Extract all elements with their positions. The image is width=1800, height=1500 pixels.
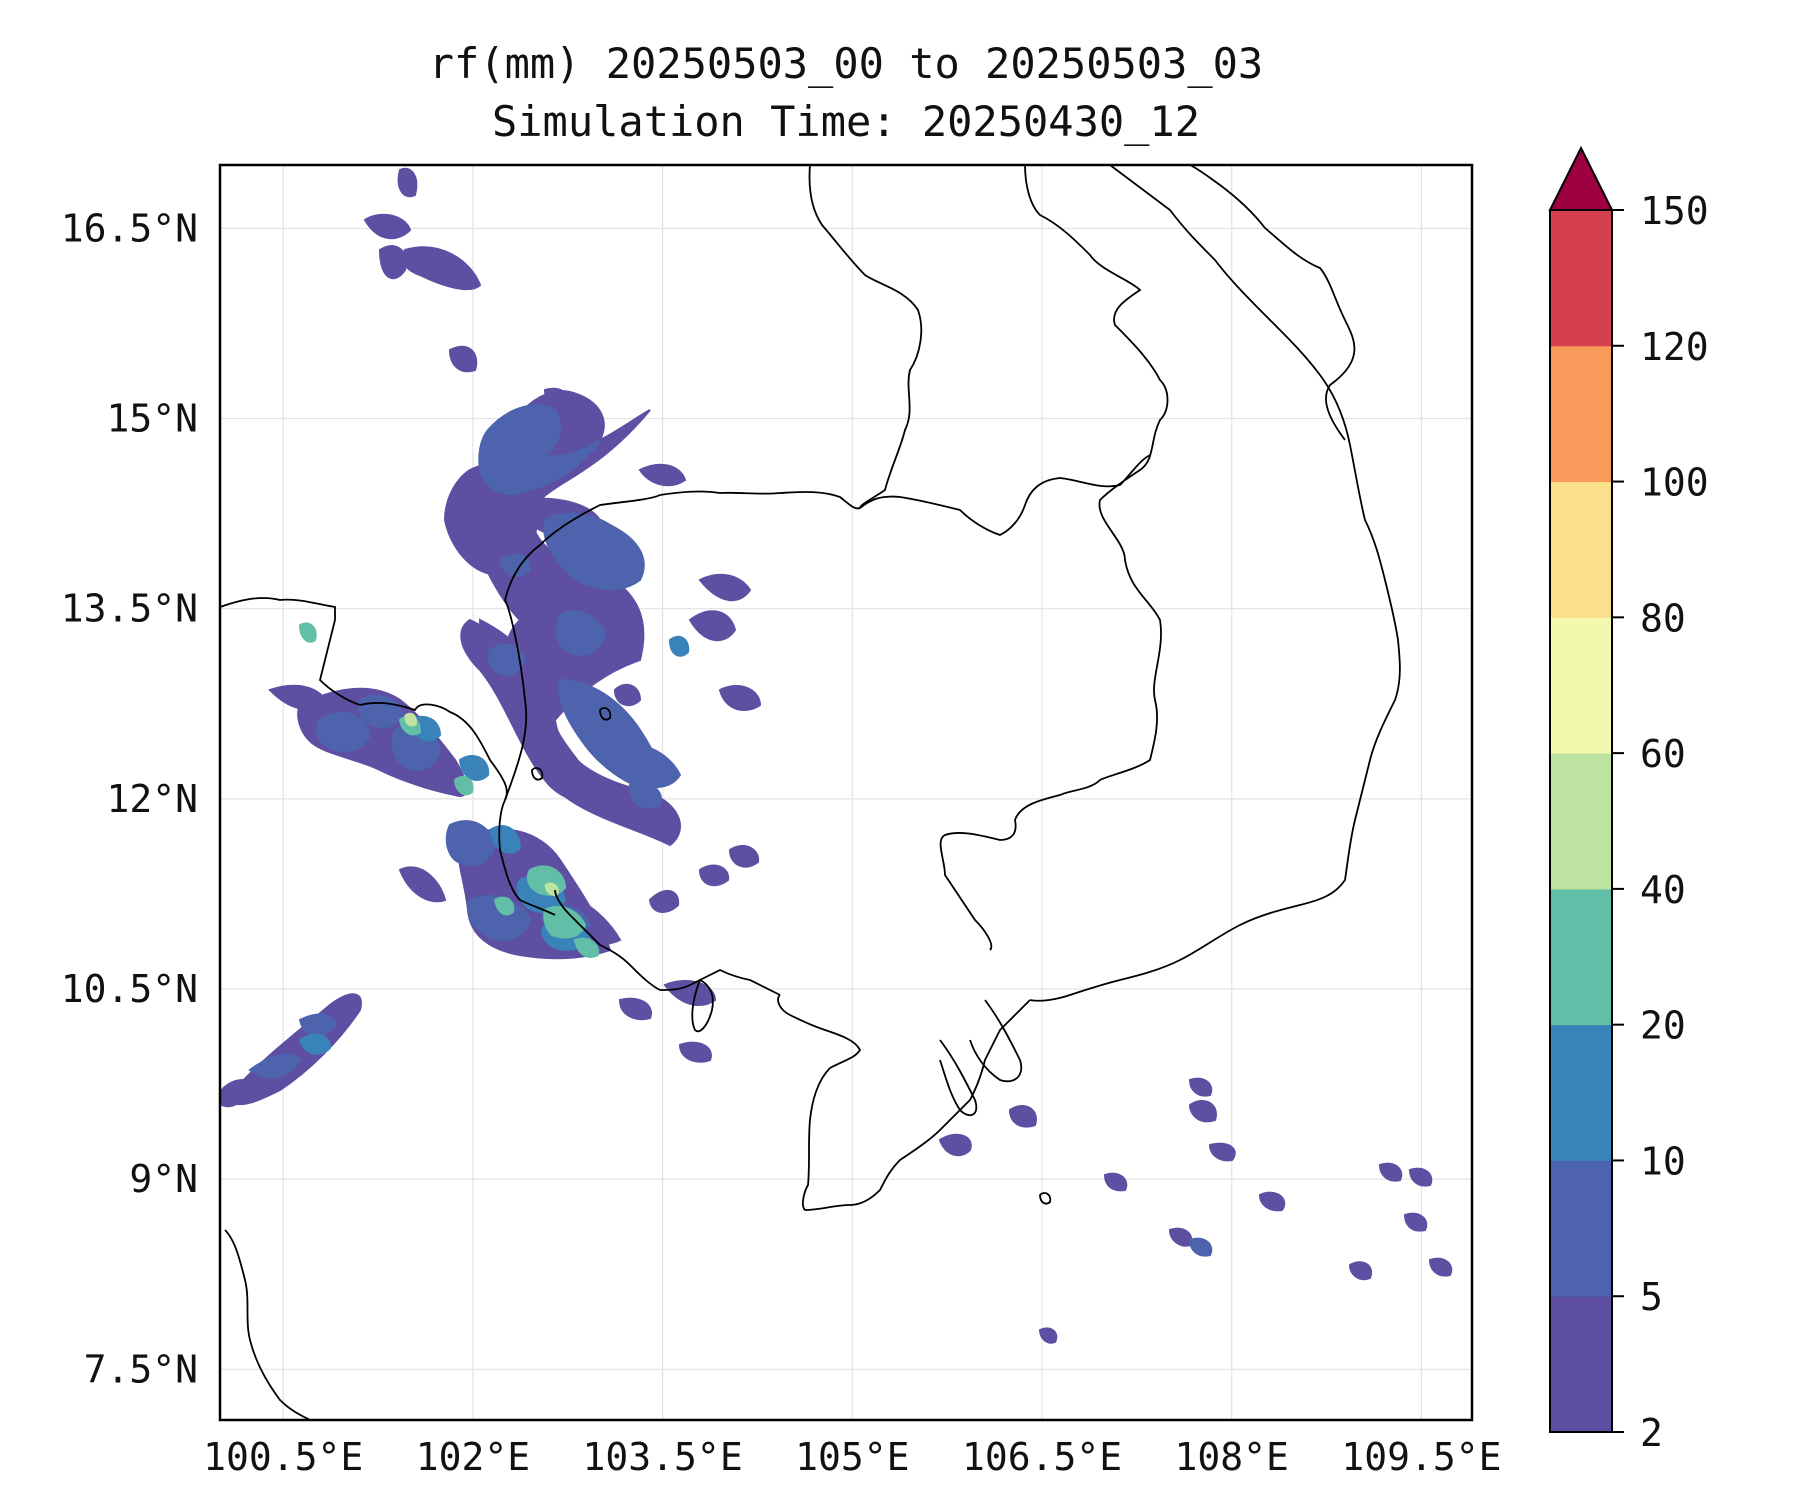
country-borders-and-coastlines (220, 165, 1401, 1420)
map-axes: 100.5°E 102°E 103.5°E 105°E 106.5°E 108°E 109.… (61, 206, 1502, 1479)
colorbar-segment (1550, 617, 1612, 754)
colorbar-segment (1550, 753, 1612, 890)
latitude-tick-label: 12°N (106, 777, 198, 821)
latitude-tick-label: 16.5°N (61, 206, 198, 250)
colorbar-frame (1549, 209, 1613, 1433)
latitude-tick-label: 10.5°N (61, 967, 198, 1011)
colorbar-tick-label: 100 (1640, 461, 1709, 505)
colorbar-tick-label: 60 (1640, 732, 1686, 776)
colorbar-extend-triangle (1548, 145, 1614, 211)
colorbar-segment (1550, 1296, 1612, 1433)
colorbar-tick-label: 40 (1640, 868, 1686, 912)
latitude-tick-label: 9°N (129, 1157, 198, 1201)
map-frame (218, 163, 1474, 1422)
longitude-tick-label: 106.5°E (962, 1435, 1122, 1479)
colorbar-tick-label: 5 (1640, 1275, 1663, 1319)
precipitation-field (220, 167, 1453, 1344)
map-title: rf(mm) 20250503_00 to 20250503_03 (428, 39, 1264, 88)
longitude-tick-label: 109.5°E (1341, 1435, 1501, 1479)
colorbar-tick-label: 120 (1640, 325, 1709, 369)
colorbar-segment (1550, 345, 1612, 483)
latitude-tick-label: 13.5°N (61, 587, 198, 631)
colorbar-tick-label: 2 (1640, 1411, 1663, 1455)
colorbar-segment (1550, 1160, 1612, 1297)
colorbar-tick-label: 20 (1640, 1004, 1686, 1048)
longitude-tick-label: 100.5°E (203, 1435, 363, 1479)
map-subtitle: Simulation Time: 20250430_12 (491, 97, 1200, 146)
colorbar-tick-label: 80 (1640, 596, 1686, 640)
colorbar-segment (1550, 888, 1612, 1026)
colorbar-segment (1550, 1024, 1612, 1161)
longitude-tick-label: 105°E (795, 1435, 909, 1479)
colorbar-tick-label: 150 (1640, 189, 1709, 233)
colorbar: 2 5 10 20 40 60 80 100 120 150 (1548, 145, 1709, 1455)
latitude-tick-label: 7.5°N (84, 1347, 198, 1391)
graticule (220, 165, 1472, 1420)
longitude-tick-label: 102°E (416, 1435, 530, 1479)
colorbar-segment (1550, 210, 1612, 347)
colorbar-segment (1550, 481, 1612, 618)
latitude-tick-label: 15°N (106, 397, 198, 441)
colorbar-tick-label: 10 (1640, 1139, 1686, 1183)
longitude-tick-label: 103.5°E (583, 1435, 743, 1479)
map-background (220, 165, 1472, 1420)
longitude-tick-label: 108°E (1175, 1435, 1289, 1479)
